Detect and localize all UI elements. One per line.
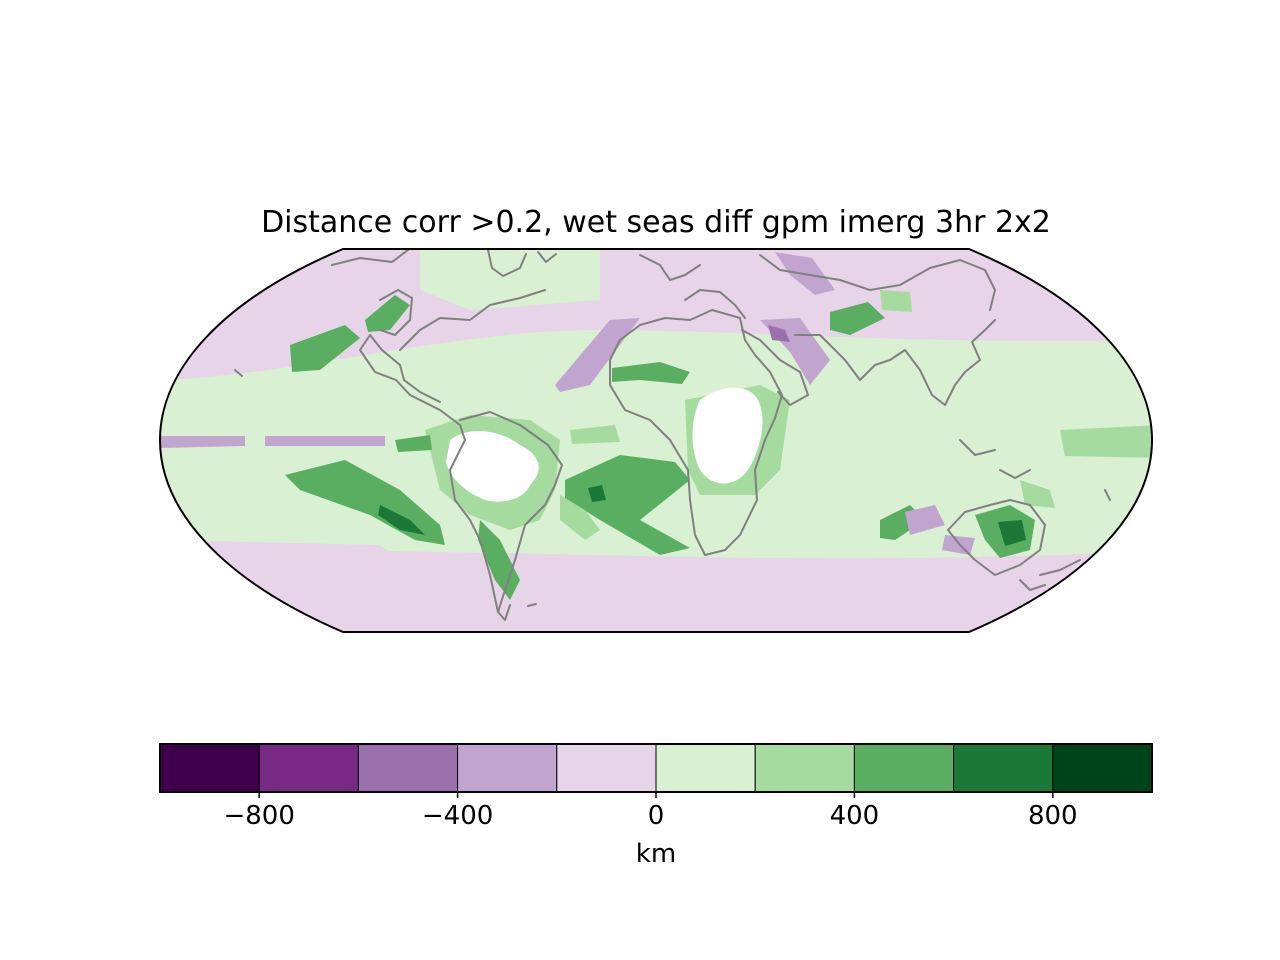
colorbar-bin-0 (159, 743, 260, 793)
anomaly-pacific-south-core (378, 505, 425, 535)
colorbar-ticks: −800 −400 0 400 800 (223, 792, 1078, 831)
colorbar-tick-label-0: −800 (223, 801, 294, 831)
anomaly-sahara-negative (555, 318, 640, 392)
coastlines (234, 249, 1111, 621)
anomaly-alaska (290, 325, 360, 372)
anomaly-atlantic-south-core (588, 485, 606, 502)
colorbar (159, 743, 1153, 793)
colorbar-bin-7 (853, 743, 955, 793)
anomaly-canada (365, 295, 410, 332)
colorbar-bin-3 (457, 743, 558, 793)
anomaly-indian-ocean-negative (905, 505, 945, 535)
anomaly-pacific-eq-negative (160, 436, 245, 448)
anomaly-amazon-edge (395, 435, 432, 452)
anomaly-arabia-negative-core (768, 325, 790, 342)
colorbar-bin-4 (556, 743, 657, 793)
field-north-positive (420, 250, 600, 310)
anomaly-atlantic-south (565, 455, 690, 555)
colorbar-unit-label: km (636, 839, 676, 869)
colorbar-bin-2 (357, 743, 459, 793)
map-title: Distance corr >0.2, wet seas diff gpm im… (261, 205, 1051, 240)
anomaly-atlantic-eq (570, 425, 620, 444)
colorbar-bin-1 (258, 743, 359, 793)
colorbar-bin-6 (754, 743, 855, 793)
map-fields (160, 249, 1152, 632)
colorbar-tick-label-1: −400 (422, 801, 493, 831)
anomaly-pacific-eq-negative-2 (265, 436, 385, 446)
anomaly-australia-core (998, 520, 1026, 546)
missing-central-africa (692, 387, 763, 484)
colorbar-bin-8 (953, 743, 1054, 793)
map-outline (158, 248, 1154, 633)
anomaly-asia-north (830, 302, 885, 335)
anomaly-indonesia (1020, 480, 1055, 508)
anomaly-asia-north-light (880, 290, 912, 312)
anomaly-south-america (478, 520, 520, 600)
colorbar-tick-label-2: 0 (648, 801, 665, 831)
colorbar-tick-label-3: 400 (830, 801, 880, 831)
missing-amazon (446, 430, 539, 502)
anomaly-south-atlantic-light (560, 495, 600, 540)
anomaly-pacific-east (1060, 425, 1152, 458)
colorbar-bin-5 (655, 743, 756, 793)
anomaly-australia-negative (942, 535, 975, 555)
anomaly-sahel (612, 362, 690, 384)
colorbar-tick-label-4: 800 (1028, 801, 1078, 831)
colorbar-bin-9 (1052, 743, 1153, 793)
map-area (158, 248, 1154, 633)
